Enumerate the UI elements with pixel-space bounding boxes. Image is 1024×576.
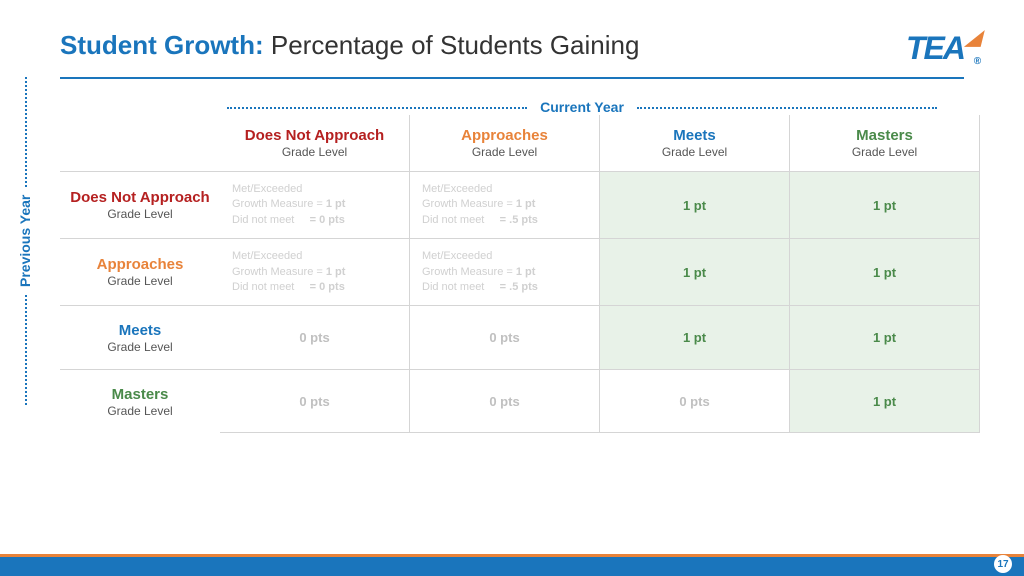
table-cell: 0 pts — [600, 369, 790, 433]
table-cell: 1 pt — [600, 171, 790, 238]
col-header-approaches: ApproachesGrade Level — [410, 115, 600, 171]
table-cell: 1 pt — [790, 305, 980, 369]
previous-year-label: Previous Year — [17, 195, 33, 287]
col-header-masters: MastersGrade Level — [790, 115, 980, 171]
page-number: 17 — [994, 555, 1012, 573]
title-rest: Percentage of Students Gaining — [264, 30, 640, 60]
table-cell: Met/ExceededGrowth Measure = 1 ptDid not… — [220, 238, 410, 305]
table-cell: 1 pt — [790, 238, 980, 305]
col-header-does-not-approach: Does Not ApproachGrade Level — [220, 115, 410, 171]
table-cell: Met/ExceededGrowth Measure = 1 ptDid not… — [410, 238, 600, 305]
row-header-approaches: ApproachesGrade Level — [60, 238, 220, 305]
current-year-label: Current Year — [180, 99, 984, 115]
row-header-does-not-approach: Does Not ApproachGrade Level — [60, 171, 220, 238]
table-cell: Met/ExceededGrowth Measure = 1 ptDid not… — [220, 171, 410, 238]
table-cell: 1 pt — [600, 305, 790, 369]
row-header-masters: MastersGrade Level — [60, 369, 220, 433]
table-cell: Met/ExceededGrowth Measure = 1 ptDid not… — [410, 171, 600, 238]
table-cell: 0 pts — [410, 305, 600, 369]
growth-table: Does Not ApproachGrade Level ApproachesG… — [60, 115, 984, 433]
tea-logo: TEA◢® — [906, 30, 964, 67]
row-header-meets: MeetsGrade Level — [60, 305, 220, 369]
table-cell: 0 pts — [410, 369, 600, 433]
page-title: Student Growth: Percentage of Students G… — [60, 30, 639, 61]
footer-bar: 17 — [0, 554, 1024, 576]
col-header-meets: MeetsGrade Level — [600, 115, 790, 171]
table-cell: 1 pt — [600, 238, 790, 305]
title-bold: Student Growth: — [60, 30, 264, 60]
table-cell: 0 pts — [220, 305, 410, 369]
table-cell: 1 pt — [790, 171, 980, 238]
table-cell: 1 pt — [790, 369, 980, 433]
table-cell: 0 pts — [220, 369, 410, 433]
